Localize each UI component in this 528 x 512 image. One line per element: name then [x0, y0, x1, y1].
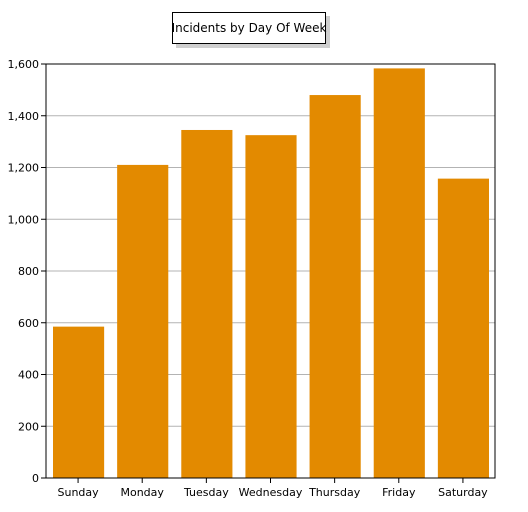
y-axis-tick-labels: 0 200 400 600 800 1,000 1,200 1,400 1,600 — [8, 58, 40, 485]
y-axis-tick-label: 1,000 — [8, 213, 40, 226]
plot-frame — [45, 63, 496, 479]
y-axis-tick-label: 600 — [18, 317, 39, 330]
bar-thursday — [309, 95, 361, 479]
bar-monday — [117, 164, 169, 478]
y-axis-tick-label: 1,400 — [8, 110, 40, 123]
bar-tuesday — [181, 129, 233, 478]
y-axis-tick-label: 0 — [32, 472, 39, 485]
y-axis-tick-label: 1,200 — [8, 162, 40, 175]
x-axis-tick-label: Wednesday — [239, 486, 303, 499]
bar-wednesday — [245, 135, 297, 478]
bar-sunday — [53, 326, 105, 478]
y-axis-tick-label: 1,600 — [8, 58, 40, 71]
chart-title: Incidents by Day Of Week — [172, 12, 326, 44]
x-axis-tick-label: Friday — [382, 486, 416, 499]
bar-saturday — [437, 178, 489, 478]
bars — [53, 68, 489, 479]
bar-friday — [373, 68, 425, 479]
x-axis-tick-label: Tuesday — [183, 486, 229, 499]
axes — [41, 63, 496, 483]
x-axis-tick-label: Saturday — [438, 486, 488, 499]
x-axis-tick-label: Sunday — [57, 486, 99, 499]
y-axis-tick-label: 400 — [18, 369, 39, 382]
x-axis-tick-labels: Sunday Monday Tuesday Wednesday Thursday Frid… — [57, 486, 488, 499]
y-axis-tick-label: 200 — [18, 420, 39, 433]
x-axis-tick-label: Thursday — [308, 486, 361, 499]
x-axis-tick-label: Monday — [120, 486, 164, 499]
y-axis-tick-label: 800 — [18, 265, 39, 278]
